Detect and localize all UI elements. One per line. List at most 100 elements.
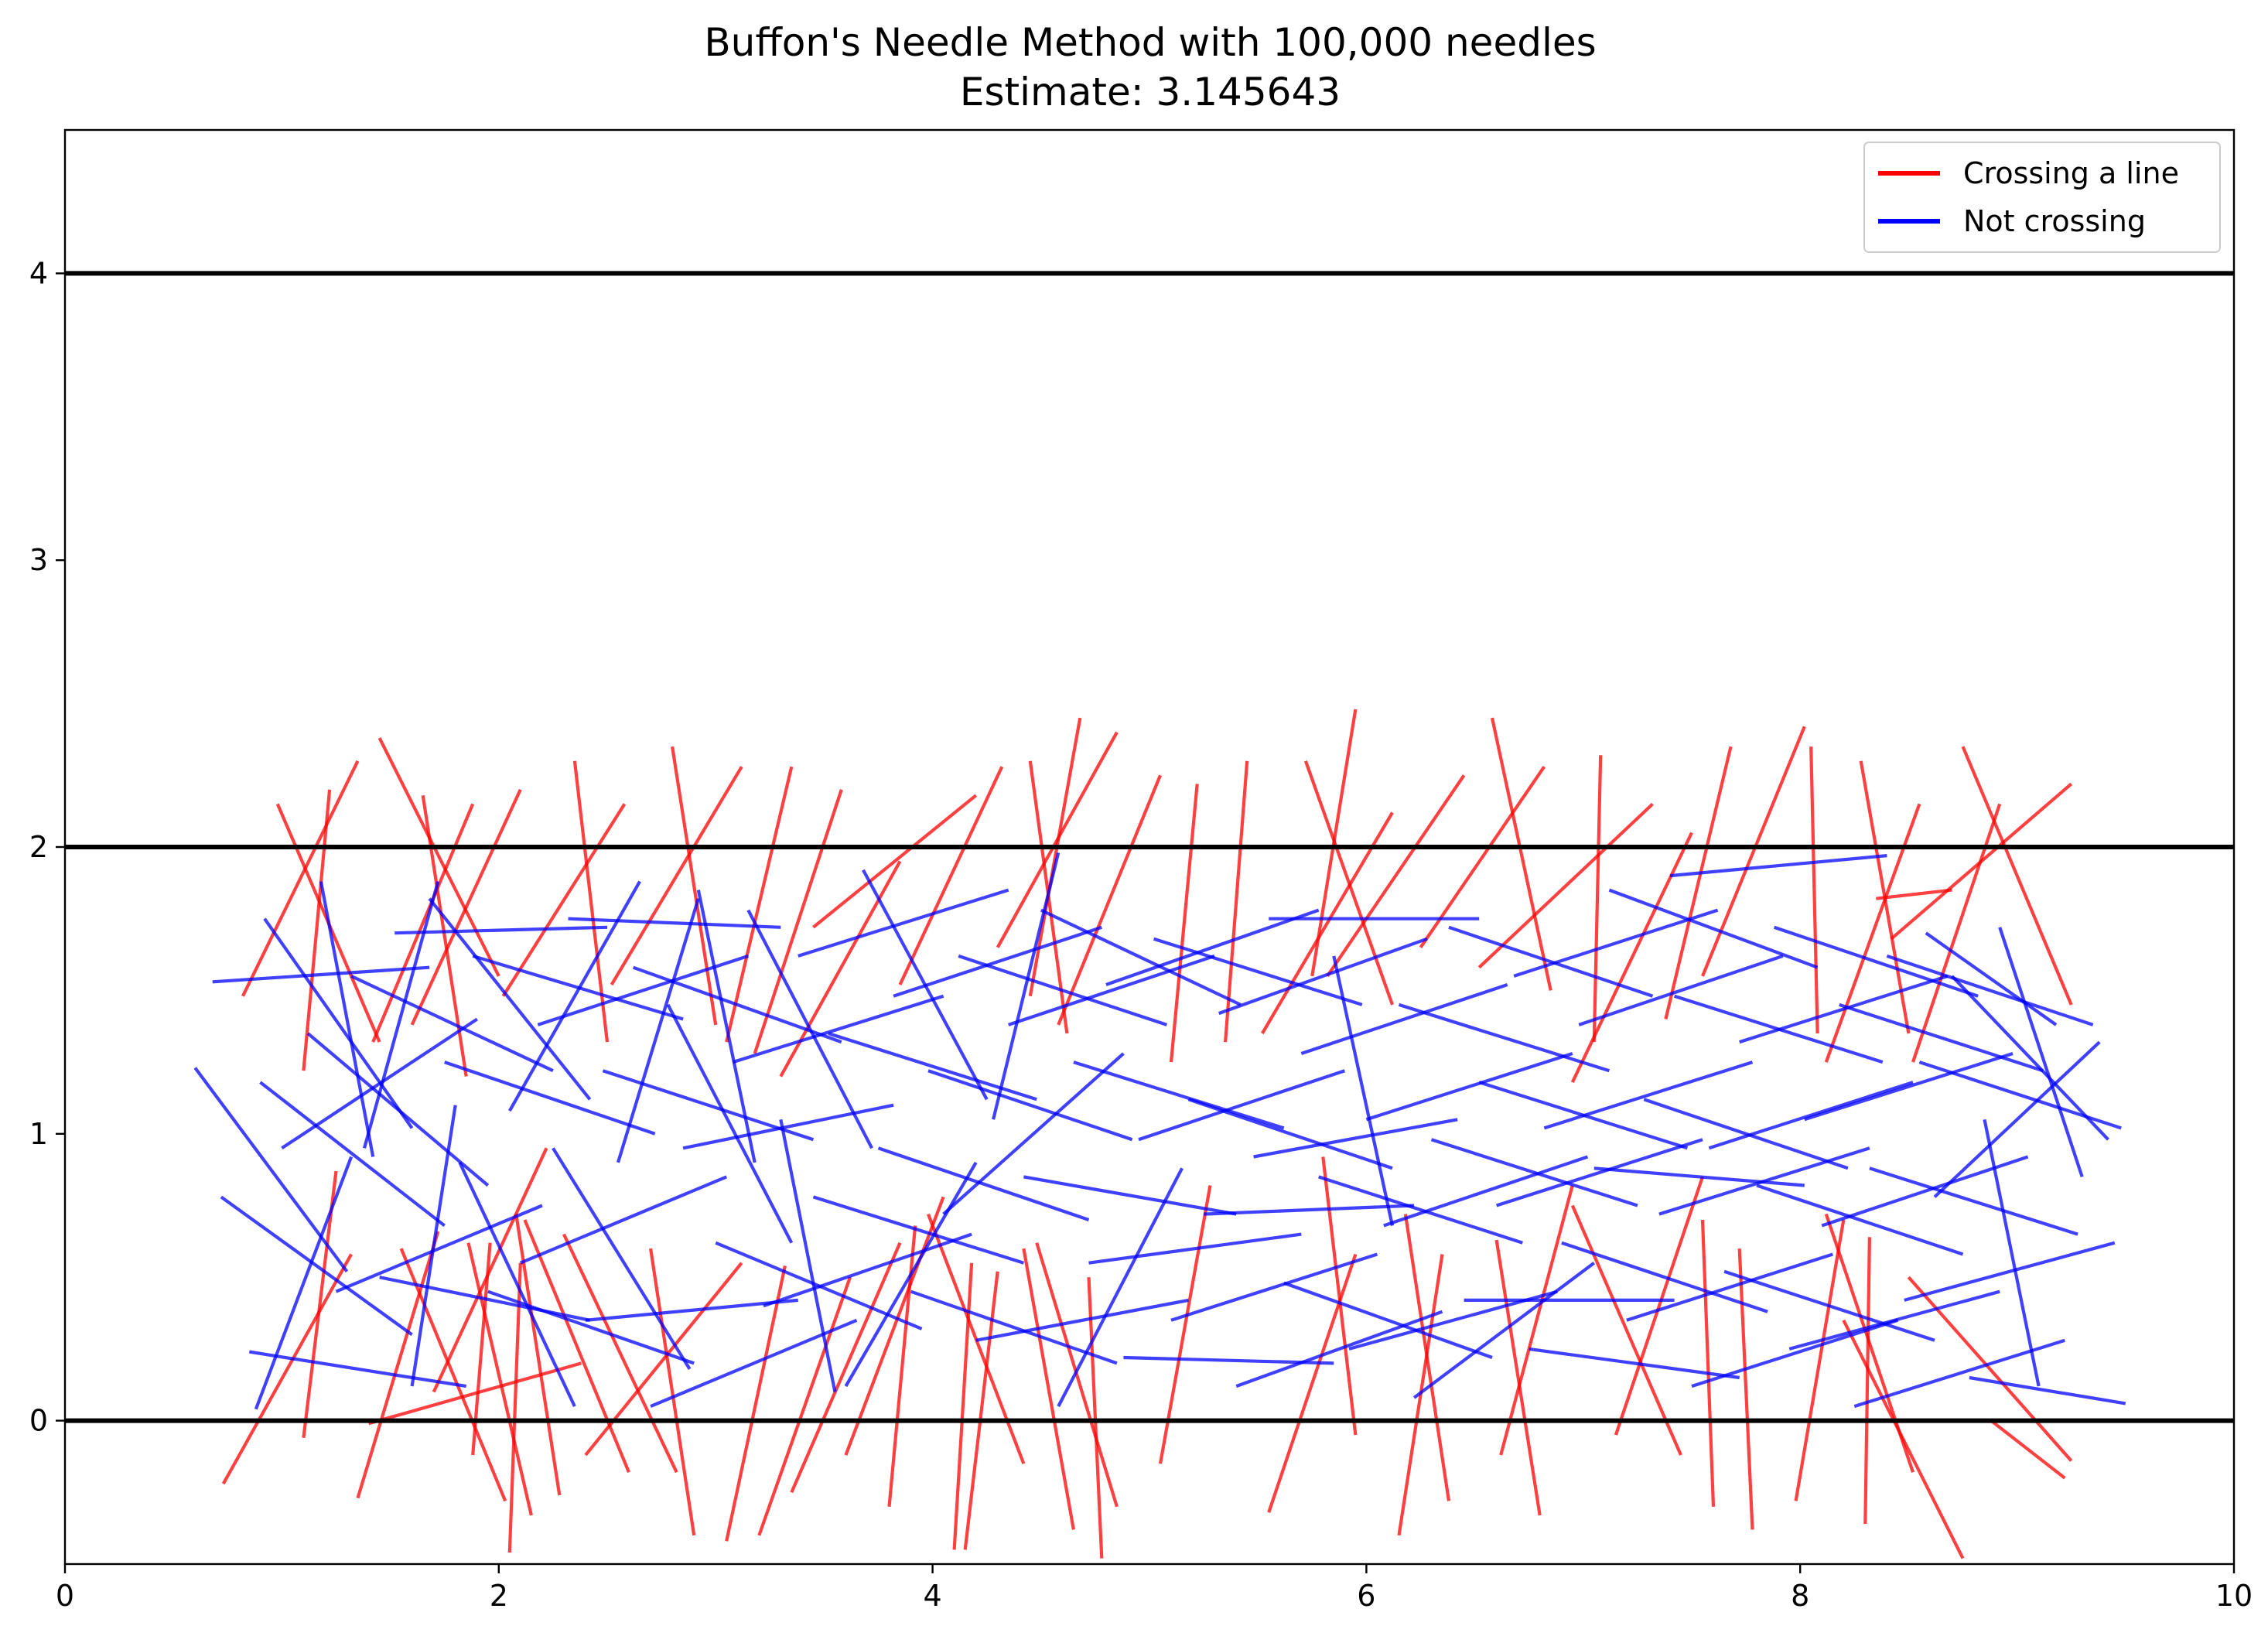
needle <box>523 1219 630 1474</box>
needle <box>1669 854 1887 878</box>
needle <box>696 890 757 1163</box>
needle <box>1253 1118 1458 1159</box>
needle <box>335 1204 543 1293</box>
needle <box>650 1318 858 1409</box>
needle <box>1842 1319 1965 1559</box>
needle <box>1925 931 2058 1026</box>
needle <box>1513 908 1719 978</box>
needles-layer <box>65 271 2234 1559</box>
needle <box>1869 1166 2078 1236</box>
needle <box>248 1350 467 1388</box>
plot-area <box>63 128 2236 1566</box>
needle <box>1529 1347 1740 1380</box>
needle <box>1073 1060 1285 1130</box>
needle <box>1008 954 1215 1026</box>
needle <box>263 917 414 1129</box>
needle <box>1158 1185 1212 1464</box>
series-not-crossing <box>193 852 2126 1410</box>
needle <box>1614 1176 1704 1436</box>
needle <box>432 1147 548 1393</box>
needle <box>1499 1184 1574 1456</box>
needle <box>844 1196 945 1456</box>
needle <box>632 965 842 1044</box>
needle <box>1260 811 1394 1035</box>
needle <box>1283 1281 1493 1359</box>
needle <box>1187 1098 1393 1170</box>
legend-label: Crossing a line <box>1963 156 2179 190</box>
needle <box>410 788 522 1026</box>
needle <box>1863 1237 1871 1525</box>
needle <box>1876 888 1952 900</box>
needle <box>649 1248 696 1536</box>
chart-title: Buffon's Needle Method with 100,000 need… <box>704 20 1596 65</box>
needle <box>1794 1219 1846 1501</box>
x-axis: 0 2 4 6 8 10 <box>56 1564 2253 1613</box>
needle <box>1969 1375 2126 1405</box>
needle <box>377 737 500 977</box>
needle <box>1398 1002 1610 1073</box>
needle <box>1561 1241 1768 1313</box>
needle <box>537 954 749 1026</box>
needle <box>1983 1119 2041 1387</box>
needle <box>1839 1002 2044 1073</box>
needle <box>732 994 944 1064</box>
needle <box>790 1242 902 1494</box>
needle <box>1933 1040 2101 1198</box>
needle <box>1804 1051 2014 1122</box>
needle <box>306 1032 490 1187</box>
needle <box>1570 1204 1682 1456</box>
needle <box>992 852 1061 1120</box>
needle <box>898 766 1004 985</box>
x-tick-label: 10 <box>2215 1579 2253 1613</box>
needle <box>1737 1248 1754 1530</box>
needle <box>193 1067 349 1273</box>
needle <box>1332 955 1395 1226</box>
title-group: Buffon's Needle Method with 100,000 need… <box>704 20 1596 114</box>
needle <box>1821 1155 2029 1228</box>
x-tick-label: 4 <box>924 1579 942 1613</box>
needle <box>975 1298 1189 1342</box>
needle <box>763 1232 972 1308</box>
needle <box>1430 1138 1638 1207</box>
needle <box>1169 784 1199 1063</box>
needle <box>1224 760 1249 1043</box>
needle <box>466 1242 533 1516</box>
needle <box>1383 1155 1589 1228</box>
needle <box>910 1289 1118 1365</box>
needle <box>1365 1052 1573 1122</box>
needle <box>1608 888 1819 969</box>
needle <box>1950 975 2109 1141</box>
legend-box <box>1863 142 2221 253</box>
x-tick-label: 0 <box>56 1579 74 1613</box>
needle <box>371 803 475 1043</box>
needle <box>996 731 1119 948</box>
needle <box>1578 954 1784 1026</box>
needle <box>562 1233 678 1474</box>
needle <box>1321 1156 1358 1436</box>
needle <box>1708 1081 1914 1150</box>
needle <box>666 1003 794 1244</box>
needle <box>212 965 430 984</box>
needle <box>572 760 610 1043</box>
needle <box>585 1298 798 1322</box>
needle <box>1477 802 1654 969</box>
needle <box>221 1253 353 1485</box>
needle <box>1218 937 1428 1016</box>
series-crossing <box>221 709 2073 1559</box>
needle <box>610 766 743 986</box>
needle <box>1853 1338 2065 1409</box>
needle <box>1235 1310 1443 1388</box>
chart-subtitle: Estimate: 3.145643 <box>960 70 1341 114</box>
needle <box>958 954 1168 1026</box>
needle <box>682 1103 894 1150</box>
needle <box>671 746 718 1026</box>
y-tick-label: 0 <box>29 1404 48 1438</box>
needle <box>302 789 332 1071</box>
needle <box>254 1156 354 1410</box>
needle <box>1022 1248 1075 1530</box>
needle <box>1170 1252 1378 1322</box>
needle <box>1691 1318 1899 1388</box>
needle <box>753 789 843 1054</box>
needle <box>1990 1419 2066 1480</box>
